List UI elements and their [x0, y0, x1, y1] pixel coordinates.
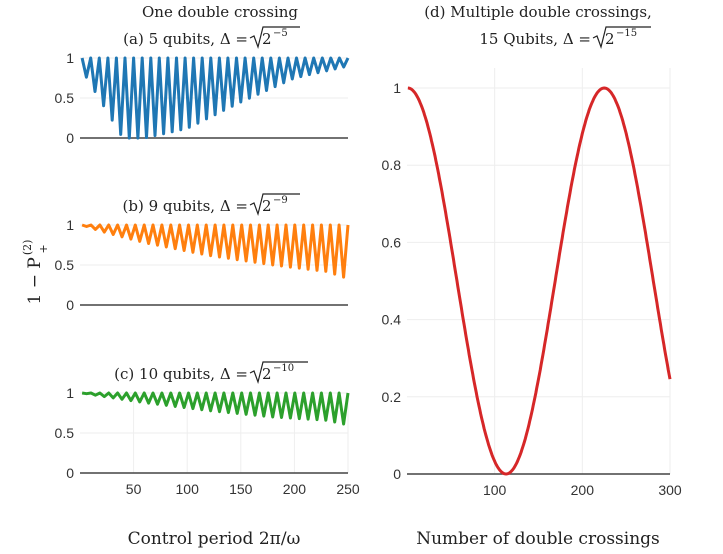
subplot-d-x-ticks: 100 200 300: [483, 482, 682, 498]
subplot-c-series-line: [81, 391, 350, 426]
subplot-a-ytick-label: 0.5: [55, 90, 75, 106]
subplot-c: (c) 10 qubits, Δ = 2 −10 00.51 50 100 150 2…: [55, 361, 360, 497]
subplot-b-title-text: (b) 9 qubits, Δ =: [123, 197, 248, 215]
subplot-c-x-ticks: 50 100 150 200 250: [126, 481, 360, 497]
subplot-d-xtick-label: 200: [571, 482, 595, 498]
subplot-a: (a) 5 qubits, Δ = 2 −5 00.51: [55, 26, 350, 146]
subplot-d-title-exponent: −15: [616, 28, 637, 39]
right-x-axis-title: Number of double crossings: [416, 529, 660, 549]
subplot-a-title: (a) 5 qubits, Δ = 2 −5: [123, 26, 300, 50]
subplot-a-y-ticks: 00.51: [55, 50, 75, 146]
subplot-c-xtick-label: 50: [126, 481, 142, 497]
subplot-d-sqrt-sign: [592, 26, 651, 50]
subplot-d-gridlines: [407, 68, 671, 474]
subplot-c-title-exponent: −10: [273, 363, 294, 374]
subplot-c-ytick-label: 1: [66, 385, 74, 401]
y-axis-label-text: 1 − P: [25, 257, 45, 304]
subplot-b-ytick-label: 1: [66, 217, 74, 233]
subplot-d-title: (d) Multiple double crossings, 15 Qubits…: [424, 3, 652, 50]
subplot-d-xtick-label: 300: [658, 482, 682, 498]
subplot-c-ytick-label: 0.5: [55, 425, 75, 441]
subplot-d-ytick-label: 0.4: [382, 312, 402, 328]
subplot-c-xtick-label: 100: [176, 481, 200, 497]
subplot-c-xtick-label: 250: [336, 481, 360, 497]
subplot-a-sqrt-sign: [249, 26, 300, 50]
subplot-d-ytick-label: 0.8: [382, 157, 402, 173]
y-axis-label-superscript: (2): [21, 240, 34, 256]
subplot-d-series-line: [407, 86, 672, 476]
subplot-c-title-text: (c) 10 qubits, Δ =: [114, 365, 248, 383]
subplot-b-title: (b) 9 qubits, Δ = 2 −9: [123, 193, 300, 217]
subplot-b-sqrt-sign: [249, 193, 300, 217]
subplot-b: (b) 9 qubits, Δ = 2 −9 00.51: [55, 193, 350, 313]
subplot-a-title-exponent: −5: [273, 28, 288, 39]
left-column-header: One double crossing: [142, 3, 298, 21]
subplot-a-series-line: [80, 56, 350, 140]
left-x-axis-title: Control period 2π/ω: [128, 529, 301, 549]
subplot-c-title-base: 2: [262, 365, 272, 383]
subplot-d-title-line1: (d) Multiple double crossings,: [424, 3, 652, 21]
y-axis-label-subscript: +: [37, 244, 50, 253]
subplot-b-title-base: 2: [262, 197, 272, 215]
subplot-b-title-exponent: −9: [273, 195, 288, 206]
svg-text:1 − P(2)+: 1 − P(2) +: [21, 240, 50, 305]
subplot-d-title-line2: 15 Qubits, Δ =: [479, 30, 591, 48]
subplot-c-sqrt-sign: [249, 361, 308, 385]
subplot-c-title: (c) 10 qubits, Δ = 2 −10: [114, 361, 308, 385]
subplot-b-ytick-label: 0.5: [55, 257, 75, 273]
subplot-c-y-ticks: 00.51: [55, 385, 75, 481]
subplot-d-y-ticks: 0 0.2 0.4 0.6 0.8 1: [382, 80, 402, 482]
subplot-a-ytick-label: 0: [66, 130, 74, 146]
subplot-a-title-base: 2: [262, 30, 272, 48]
subplot-c-xtick-label: 150: [229, 481, 253, 497]
subplot-b-y-ticks: 00.51: [55, 217, 75, 313]
subplot-b-series-line: [81, 223, 350, 279]
subplot-a-title-text: (a) 5 qubits, Δ =: [123, 30, 248, 48]
subplot-a-ytick-label: 1: [66, 50, 74, 66]
subplot-c-x-gridlines: [133, 393, 349, 473]
subplot-d-ytick-label: 0.2: [382, 389, 402, 405]
subplot-d-ytick-label: 0: [393, 466, 401, 482]
subplot-d-xtick-label: 100: [483, 482, 507, 498]
subplot-d-ytick-label: 1: [393, 80, 401, 96]
y-axis-label: 1 − P(2) +: [21, 240, 50, 305]
subplot-d-title-base: 2: [605, 30, 615, 48]
subplot-d: (d) Multiple double crossings, 15 Qubits…: [382, 3, 682, 498]
subplot-d-ytick-label: 0.6: [382, 234, 402, 250]
subplot-b-ytick-label: 0: [66, 297, 74, 313]
subplot-c-xtick-label: 200: [283, 481, 307, 497]
subplot-c-ytick-label: 0: [66, 465, 74, 481]
